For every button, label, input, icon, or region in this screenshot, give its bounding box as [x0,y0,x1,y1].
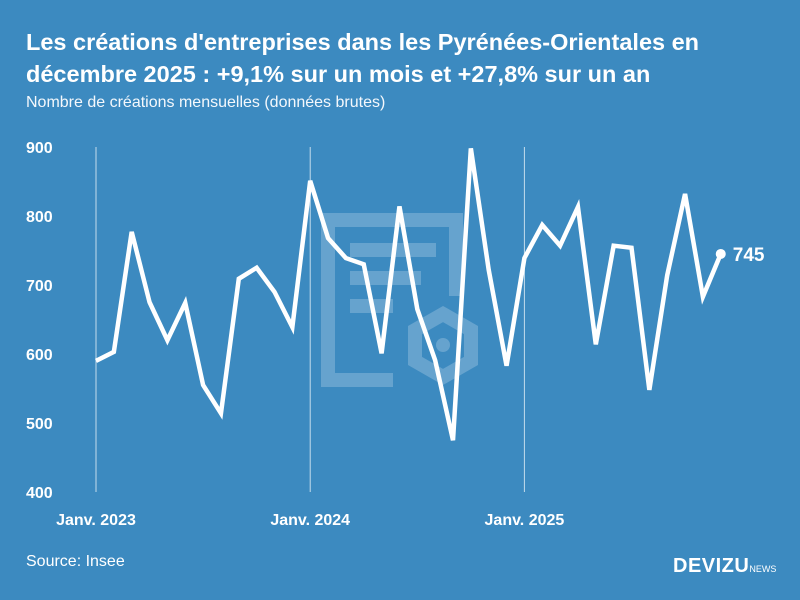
logo-suffix: NEWS [749,564,777,574]
watermark-icon [321,213,478,387]
y-tick-label: 600 [26,347,53,364]
chart-title: Les créations d'entreprises dans les Pyr… [26,29,700,87]
x-tick-label: Janv. 2024 [270,512,350,529]
data-point [715,248,726,259]
y-tick-label: 900 [26,140,53,157]
devizu-logo: DEVIZUNEWS [673,555,776,578]
source-note: Source: Insee [26,553,125,570]
y-tick-label: 500 [26,416,53,433]
y-tick-label: 800 [26,209,53,226]
y-tick-label: 700 [26,278,53,295]
last-value-label: 745 [733,245,765,266]
x-tick-label: Janv. 2023 [56,512,136,529]
x-tick-label: Janv. 2025 [485,512,565,529]
y-tick-label: 400 [26,485,53,502]
chart-subtitle: Nombre de créations mensuelles (données … [26,94,386,111]
series-line [94,148,723,441]
logo-main: DEVIZU [673,555,750,577]
